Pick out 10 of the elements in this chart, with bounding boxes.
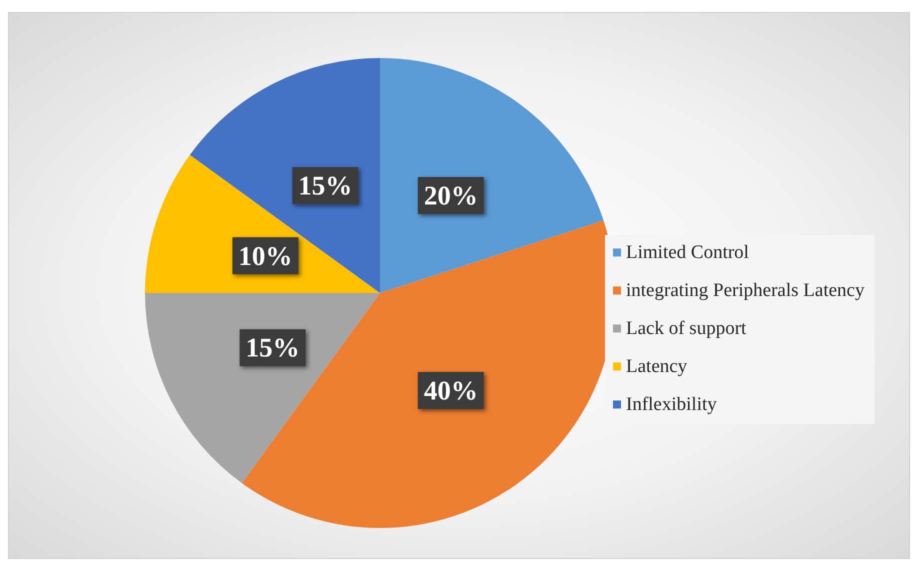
legend-label: Latency	[626, 356, 688, 377]
data-label: 15%	[298, 170, 352, 201]
data-label: 10%	[238, 240, 292, 271]
legend-label: Limited Control	[626, 242, 749, 263]
legend-label: integrating Peripherals Latency	[626, 280, 865, 301]
data-label: 20%	[424, 180, 478, 211]
data-label: 40%	[424, 375, 478, 406]
legend-label: Lack of support	[626, 318, 748, 339]
data-label: 15%	[246, 332, 300, 363]
legend-label: Inflexibility	[626, 394, 718, 415]
